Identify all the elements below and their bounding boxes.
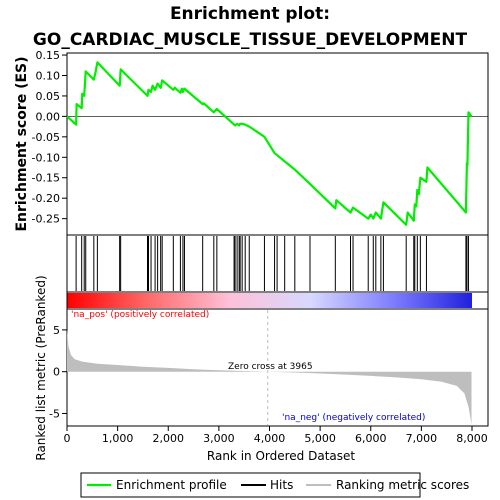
negative-correlation-label: 'na_neg' (negatively correlated) [282, 413, 425, 423]
chart-title-line-1: Enrichment plot: [170, 4, 330, 24]
es-y-tick-label: 0.00 [36, 110, 61, 123]
es-y-tick-label: -0.25 [32, 213, 60, 226]
legend-ranking-label: Ranking metric scores [336, 478, 469, 492]
rank-x-tick-label: 6,000 [355, 432, 387, 445]
rank-x-tick-label: 1,000 [102, 432, 134, 445]
rank-x-axis: 0 1,000 2,000 3,000 4,000 5,000 6,000 7,000 8,00… [64, 426, 488, 445]
es-panel-frame [66, 52, 489, 236]
rank-x-tick-label: 4,000 [254, 432, 286, 445]
rank-x-tick-label: 7,000 [406, 432, 438, 445]
es-y-axis-label: Enrichment score (ES) [14, 56, 30, 231]
es-y-tick-label: -0.05 [32, 131, 60, 144]
rank-heat-band-bar [67, 293, 472, 308]
rank-x-tick-label: 0 [64, 432, 71, 445]
rank-x-tick-label: 5,000 [304, 432, 336, 445]
es-y-tick-label: -0.20 [32, 192, 60, 205]
rank-heat-band [66, 291, 489, 310]
rank-x-tick-label: 8,000 [456, 432, 488, 445]
hits-marks [75, 236, 469, 291]
es-y-tick-label: 0.10 [36, 69, 61, 82]
positive-correlation-label: 'na_pos' (positively correlated) [71, 310, 209, 320]
es-y-axis: 0.15 0.10 0.05 0.00 -0.05 -0.10 -0.15 -0.20 -0.2… [32, 49, 67, 226]
rank-x-axis-label: Rank in Ordered Dataset [207, 449, 355, 463]
enrichment-profile-line [66, 61, 473, 226]
legend-enrichment-label: Enrichment profile [116, 478, 227, 492]
rank-y-axis: 5 0 -5 [49, 324, 67, 420]
rank-y-tick-label: 0 [53, 366, 60, 379]
zero-cross-label: Zero cross at 3965 [228, 362, 313, 372]
legend: Enrichment profile Hits Ranking metric s… [80, 472, 469, 498]
rank-x-tick-label: 3,000 [203, 432, 235, 445]
rank-y-tick-label: -5 [49, 407, 60, 420]
legend-hits-label: Hits [270, 478, 293, 492]
hits-panel [66, 234, 489, 293]
es-panel: 0.15 0.10 0.05 0.00 -0.05 -0.10 -0.15 -0.20 -0.2… [14, 49, 489, 236]
rank-x-tick-label: 2,000 [153, 432, 185, 445]
es-y-tick-label: 0.05 [36, 90, 61, 103]
rank-y-axis-label: Ranked list metric (PreRanked) [34, 275, 48, 460]
es-y-tick-label: -0.10 [32, 151, 60, 164]
rank-panel: 5 0 -5 0 1,000 2,000 3,000 4,000 5,000 6,000 7,00… [34, 275, 489, 463]
chart-title-line-2: GO_CARDIAC_MUSCLE_TISSUE_DEVELOPMENT [33, 30, 468, 50]
rank-y-tick-label: 5 [53, 324, 60, 337]
es-y-tick-label: -0.15 [32, 172, 60, 185]
es-y-tick-label: 0.15 [36, 49, 61, 62]
